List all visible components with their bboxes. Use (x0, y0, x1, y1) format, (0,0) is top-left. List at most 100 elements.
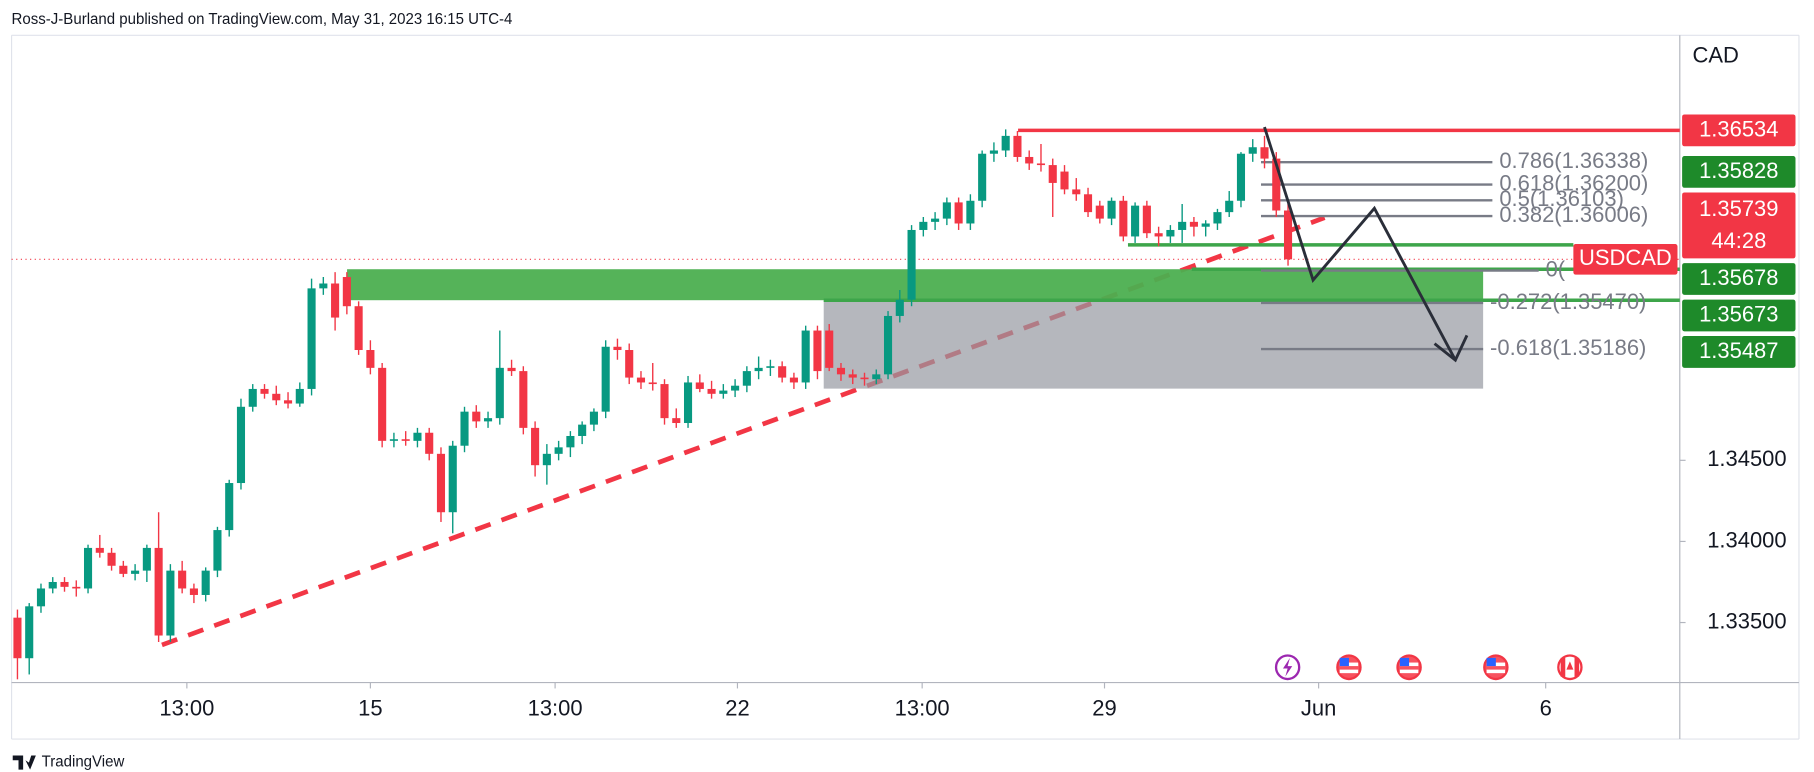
flag-stripe (1339, 669, 1359, 674)
candle-body (848, 374, 857, 378)
candle-body (754, 367, 763, 372)
candle-body (1048, 165, 1057, 183)
candle-body (836, 367, 846, 375)
candle-body (872, 374, 881, 380)
candle-body (1248, 147, 1257, 154)
chart-layers: 1.33500 1.34000 1.34500 13:00 15 13:00 22 13:00… (11, 114, 1796, 721)
flag-stripe (1399, 669, 1419, 674)
price-label: 1.35828 (1699, 158, 1778, 183)
candle-body (1036, 163, 1046, 166)
candle-body (1213, 212, 1222, 224)
countdown: 44:28 (1711, 228, 1766, 253)
y-tick-label: 1.34000 (1707, 527, 1786, 552)
candle-body (425, 432, 434, 454)
candle-body (1236, 153, 1246, 201)
candle-body (860, 377, 869, 380)
candle-body (731, 385, 740, 391)
candle-body (578, 424, 587, 436)
candle-body (883, 315, 893, 375)
candle-body (531, 427, 540, 466)
candle-body (60, 581, 69, 587)
price-label: 1.36534 (1699, 116, 1778, 141)
candle-body (283, 400, 293, 404)
x-tick-label: 6 (1540, 695, 1552, 720)
candle-body (83, 547, 93, 589)
candle-body (495, 367, 504, 419)
candle-body (25, 606, 34, 659)
candle-body (1178, 221, 1187, 230)
logo-mark (12, 755, 36, 770)
candle-body (1283, 210, 1293, 260)
candle-body (248, 388, 257, 407)
candle-body (131, 570, 140, 574)
candle-body (542, 453, 551, 466)
candle-body (660, 384, 669, 419)
price-label-box (1682, 299, 1796, 332)
candle-body (436, 453, 446, 513)
flag-band (1560, 657, 1566, 677)
candle-body (1083, 194, 1093, 213)
candle-body (95, 547, 104, 553)
candle-body (119, 565, 128, 574)
candle-body (813, 330, 822, 372)
candle-body (342, 277, 351, 307)
fib-label: -0.618(1.35186) (1490, 335, 1646, 360)
symbol-label: USDCAD (1579, 245, 1672, 270)
price-label-box (1682, 192, 1796, 259)
candle-body (919, 221, 928, 230)
candle-body (48, 581, 57, 589)
drawings-over (1263, 126, 1583, 681)
candle-body (1142, 205, 1151, 234)
candle-body (72, 586, 81, 589)
candle-body (742, 371, 751, 386)
currency-label: CAD (1692, 42, 1738, 67)
candle-body (978, 153, 987, 201)
attribution: Ross-J-Burland published on TradingView.… (12, 11, 513, 28)
candle-body (460, 411, 469, 446)
candle-body (213, 530, 222, 571)
candle-body (307, 288, 316, 389)
candle-body (178, 570, 187, 589)
candle-body (1072, 189, 1081, 195)
candle-body (778, 366, 787, 378)
x-tick-label: 13:00 (528, 695, 583, 720)
candle-body (189, 588, 198, 595)
zone (823, 300, 1484, 389)
candle-body (154, 547, 163, 636)
x-tick-label: Jun (1301, 695, 1336, 720)
flag-canton (1399, 657, 1410, 667)
candle-body (389, 439, 398, 441)
candle-body (801, 330, 810, 383)
candle-body (366, 350, 375, 368)
candle-body (166, 570, 175, 636)
flag-leaf (1566, 661, 1574, 670)
candle-body (625, 350, 634, 378)
candle-body (13, 617, 22, 659)
candle-body (1272, 158, 1281, 211)
candle-body (142, 547, 151, 571)
fib-label: 0.618(1.36200) (1499, 170, 1648, 195)
candle-body (636, 377, 646, 383)
flag-stripe (1486, 669, 1506, 674)
candle-body (1189, 221, 1198, 227)
candle-body (966, 200, 975, 224)
flag-canton (1339, 657, 1349, 667)
brand-logo: TradingView (12, 754, 125, 771)
y-tick-label: 1.33500 (1707, 608, 1786, 633)
candle-body (36, 588, 46, 607)
candle-body (401, 439, 410, 441)
candle-body (107, 552, 116, 566)
candle-body (260, 388, 269, 394)
candle-body (1107, 200, 1116, 219)
brand-name[interactable]: TradingView (42, 754, 125, 771)
candle-body (1001, 135, 1010, 151)
candle-body (1013, 135, 1022, 157)
x-tick-label: 22 (725, 695, 749, 720)
candle-body (789, 377, 798, 383)
candle-body (554, 447, 563, 454)
candle-body (1060, 171, 1069, 190)
candle-body (954, 202, 963, 224)
candle-body (1201, 223, 1210, 227)
candle-body (601, 346, 610, 412)
